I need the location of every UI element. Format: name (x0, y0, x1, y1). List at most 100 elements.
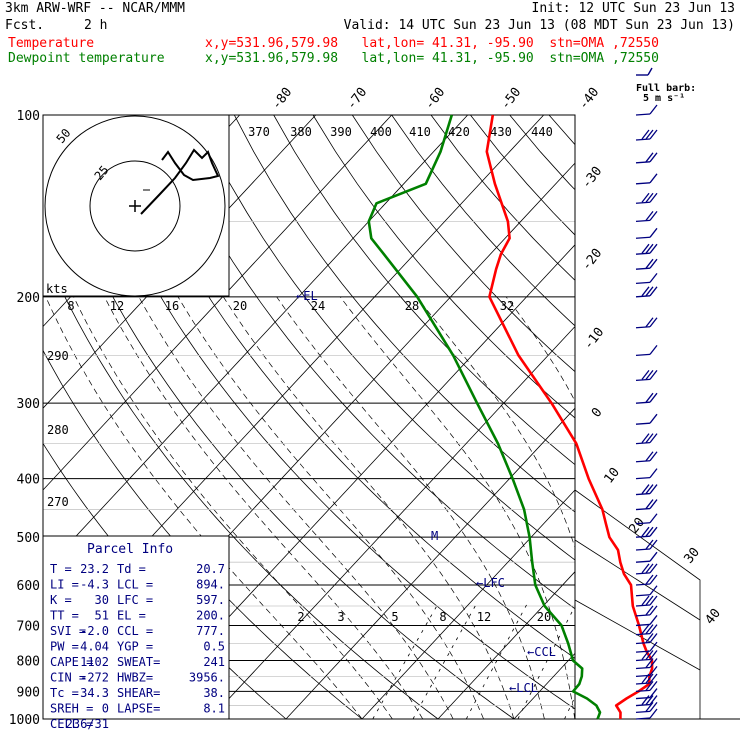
mixing-ratio-label: 12 (477, 610, 491, 624)
wind-barb (635, 210, 658, 223)
theta-label: 370 (248, 125, 270, 139)
dry-adiabat (273, 115, 575, 466)
barb-legend-units: 5 m s⁻¹ (643, 93, 686, 104)
theta-label: 430 (490, 125, 512, 139)
hodograph-trace (140, 148, 220, 215)
parcel-param-value: 30 (95, 593, 109, 607)
isotherm-outer (574, 539, 701, 621)
wind-barb (635, 633, 658, 645)
valid-time: Valid: 14 UTC Sun 23 Jun 13 (08 MDT Sun … (343, 18, 735, 33)
m-marker: M (431, 529, 438, 543)
temperature-axis-label: -10 (581, 325, 607, 353)
parcel-param-label: TT = (50, 609, 79, 623)
plot-frame (42, 114, 576, 720)
dry-adiabat (312, 115, 575, 419)
theta-label: 440 (531, 125, 553, 139)
wind-barb (635, 468, 658, 480)
moist-adiabat (104, 296, 424, 719)
parcel-param-label: EL = (117, 609, 146, 623)
wind-speed-tick-label: 16 (165, 299, 179, 313)
pressure-label: 400 (17, 473, 40, 488)
temperature-profile (485, 114, 654, 720)
ccl-marker: ←CCL (527, 645, 556, 659)
temperature-axis-label: -30 (579, 164, 605, 192)
parcel-param-label: SHEAR= (117, 686, 160, 700)
mixing-ratio-label: 2 (297, 610, 304, 624)
dry-adiabat (548, 115, 575, 146)
parcel-param-value: 200. (196, 609, 225, 623)
theta-side-label: 280 (47, 423, 69, 437)
pressure-label: 300 (17, 397, 40, 412)
parcel-param-value: 777. (196, 624, 225, 638)
wind-barb (635, 574, 658, 586)
wind-barb (635, 539, 658, 551)
dry-adiabat (391, 115, 575, 327)
theta-label: 410 (409, 125, 431, 139)
hodograph-origin (129, 200, 141, 212)
wind-barb (635, 708, 658, 720)
moist-adiabat (603, 297, 669, 719)
temperature-axis-label: 30 (682, 545, 703, 567)
parcel-param-value: 51 (95, 609, 109, 623)
wind-barb (635, 243, 658, 255)
parcel-info-title: Parcel Info (87, 542, 173, 557)
isotherm (437, 571, 576, 720)
parcel-param-value: 23.2 (80, 562, 109, 576)
mixing-ratio-line (465, 604, 528, 719)
dry-adiabat (233, 115, 575, 513)
pressure-label: 200 (17, 291, 40, 306)
pressure-label: 600 (17, 579, 40, 594)
temperature-axis-label: 40 (703, 606, 724, 628)
theta-label: 390 (330, 125, 352, 139)
wind-barb (635, 585, 658, 597)
parcel-param-value: 241 (203, 655, 225, 669)
parcel-param-value: 8.1 (203, 702, 225, 716)
model-title: 3km ARW-WRF -- NCAR/MMM (5, 1, 186, 16)
wind-speed-tick-label: 32 (500, 299, 514, 313)
temperature-axis-label: -40 (576, 85, 602, 113)
wind-barb (635, 104, 658, 116)
parcel-param-label: SWEAT= (117, 655, 160, 669)
parcel-param-label: PW = (50, 640, 79, 654)
parcel-param-value: 0 (102, 702, 109, 716)
parcel-param-label: SREH = (50, 702, 93, 716)
parcel-param-label: CIN = (50, 671, 86, 685)
wind-barb (635, 451, 658, 463)
theta-label: 420 (448, 125, 470, 139)
temperature-axis-label: -20 (579, 246, 605, 274)
parcel-param-label: LAPSE= (117, 702, 160, 716)
dry-adiabat (155, 115, 575, 610)
wind-barb (635, 484, 658, 496)
temperature-axis-label: -80 (269, 85, 295, 113)
mixing-ratio-line (517, 605, 575, 719)
parcel-param-value: -2.0 (80, 624, 109, 638)
wind-barb (635, 173, 658, 185)
parcel-param-label: Td = (117, 562, 146, 576)
dry-adiabat (351, 115, 575, 373)
temperature-axis-label: -60 (422, 85, 448, 113)
dry-adiabat (628, 115, 740, 719)
dewpoint-location: x,y=531.96,579.98 lat,lon= 41.31, -95.90… (205, 51, 659, 66)
init-time: Init: 12 UTC Sun 23 Jun 13 (531, 1, 736, 16)
moist-adiabat (694, 297, 713, 719)
parcel-param-label: LI = (50, 578, 79, 592)
hodograph-ring-outer (44, 115, 226, 297)
wind-speed-tick-label: 28 (405, 299, 419, 313)
dry-adiabat (706, 115, 740, 719)
moist-adiabat (223, 296, 515, 719)
temperature-axis-label: 0 (589, 405, 606, 420)
wind-barb (635, 272, 658, 285)
parcel-param-value: 236/31 (66, 717, 109, 731)
wind-barb (635, 624, 658, 636)
wind-barb (635, 192, 658, 204)
dewpoint-legend: Dewpoint temperature (8, 51, 165, 66)
fcst-label: Fcst. (5, 18, 45, 33)
wind-barb (635, 344, 658, 357)
isotherm-outer (574, 489, 701, 719)
el-marker: ←EL (296, 289, 318, 303)
hodograph-ring-inner (89, 160, 181, 252)
dry-adiabat (194, 115, 575, 561)
dry-adiabat (509, 115, 575, 191)
parcel-param-label: T = (50, 562, 72, 576)
wind-barb (635, 701, 658, 714)
